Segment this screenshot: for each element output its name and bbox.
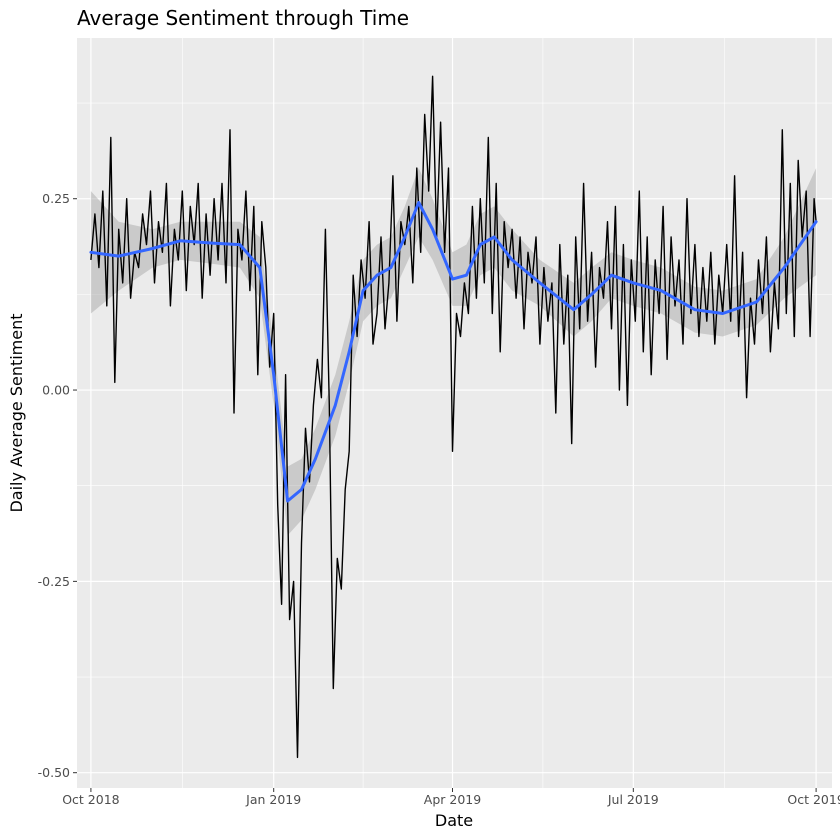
x-tick-label: Apr 2019: [424, 792, 481, 807]
plot-panel: [77, 38, 832, 788]
x-tick-label: Oct 2019: [787, 792, 840, 807]
x-tick-label: Oct 2018: [62, 792, 119, 807]
x-axis-title: Date: [435, 811, 473, 830]
y-tick-label: -0.25: [38, 574, 70, 589]
series-line-daily-sentiment: [90, 75, 817, 759]
x-tick-label: Jul 2019: [607, 792, 659, 807]
x-tick-label: Jan 2019: [245, 792, 301, 807]
series-layer: [89, 75, 818, 759]
y-tick-label: 0.25: [42, 191, 70, 206]
y-tick-label: -0.50: [38, 765, 70, 780]
y-tick-label: 0.00: [42, 383, 70, 398]
x-axis: Oct 2018 Jan 2019 Apr 2019 Jul 2019 Oct 2019: [62, 788, 840, 807]
series-line-smoothed-trend: [89, 201, 818, 503]
y-axis-title: Daily Average Sentiment: [7, 313, 26, 512]
chart-title: Average Sentiment through Time: [77, 6, 409, 30]
y-axis: -0.50 -0.25 0.00 0.25: [38, 191, 77, 780]
